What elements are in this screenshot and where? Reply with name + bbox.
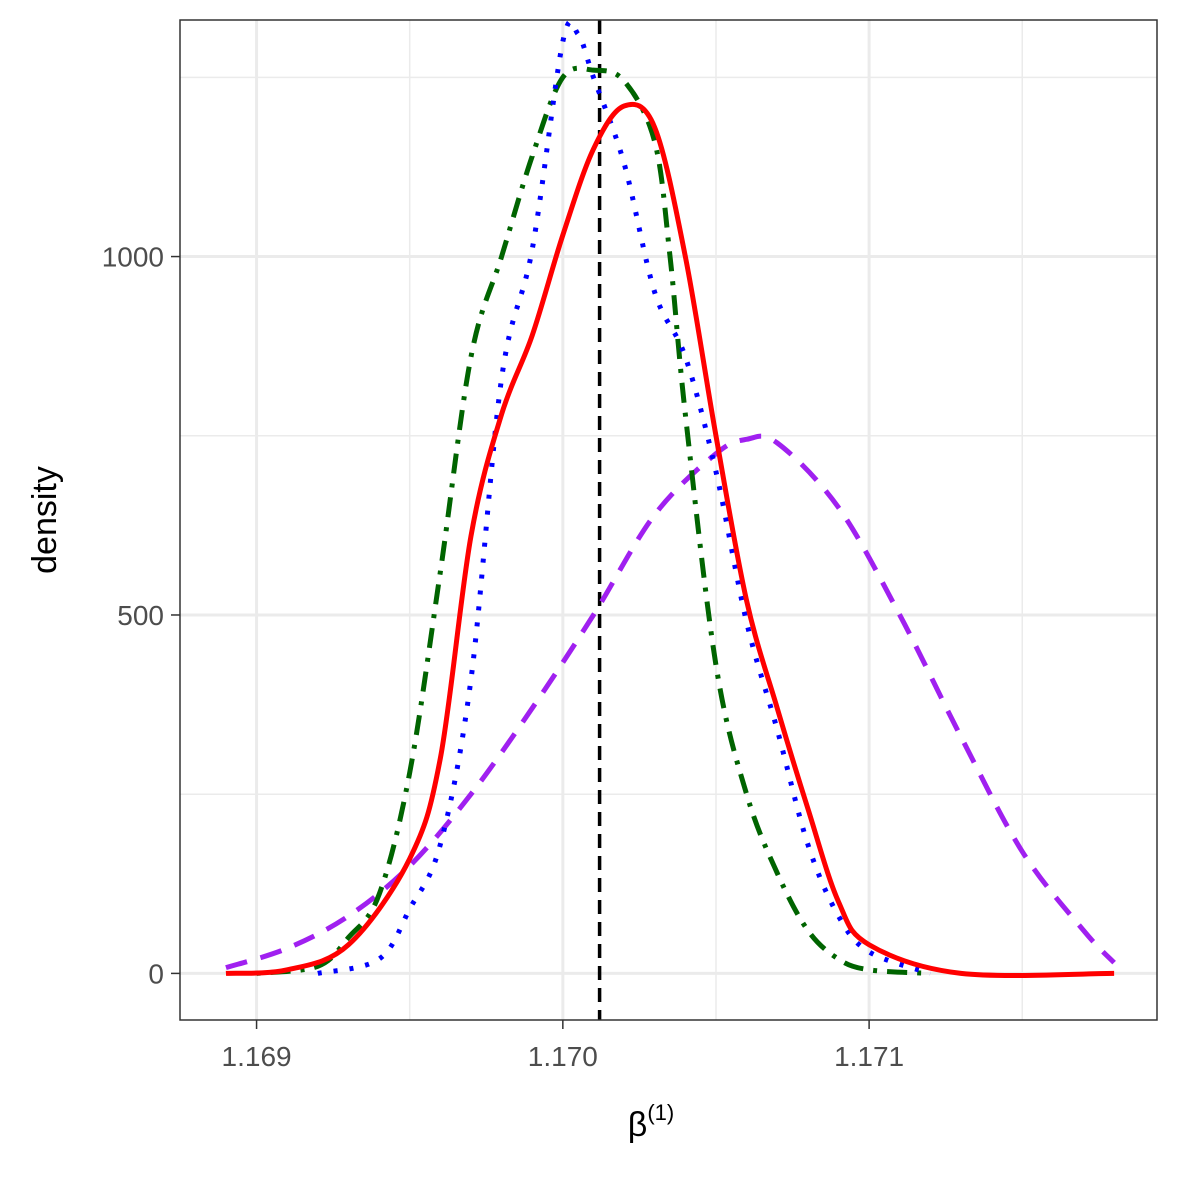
y-tick-label: 1000	[102, 242, 164, 273]
density-curve-dotted	[317, 19, 932, 976]
density-curve-dashed	[225, 433, 1116, 971]
x-tick-label: 1.170	[528, 1041, 598, 1072]
density-curve-dotdash	[256, 65, 931, 976]
x-axis-title: β(1)	[628, 1100, 674, 1144]
x-axis-title-main: β	[628, 1106, 648, 1144]
axis-ticks: 1.169 1.170 1.171 0 500 1000	[102, 242, 904, 1072]
x-axis-title-superscript: (1)	[647, 1100, 674, 1125]
x-tick-label: 1.171	[834, 1041, 904, 1072]
x-tick-label: 1.169	[222, 1041, 292, 1072]
series-layer	[225, 19, 1116, 979]
y-tick-label: 0	[148, 958, 164, 989]
density-curve-solid	[225, 101, 1115, 979]
y-tick-label: 500	[117, 600, 164, 631]
y-axis-title: density	[26, 466, 64, 574]
plot-panel-border	[179, 19, 1158, 1021]
